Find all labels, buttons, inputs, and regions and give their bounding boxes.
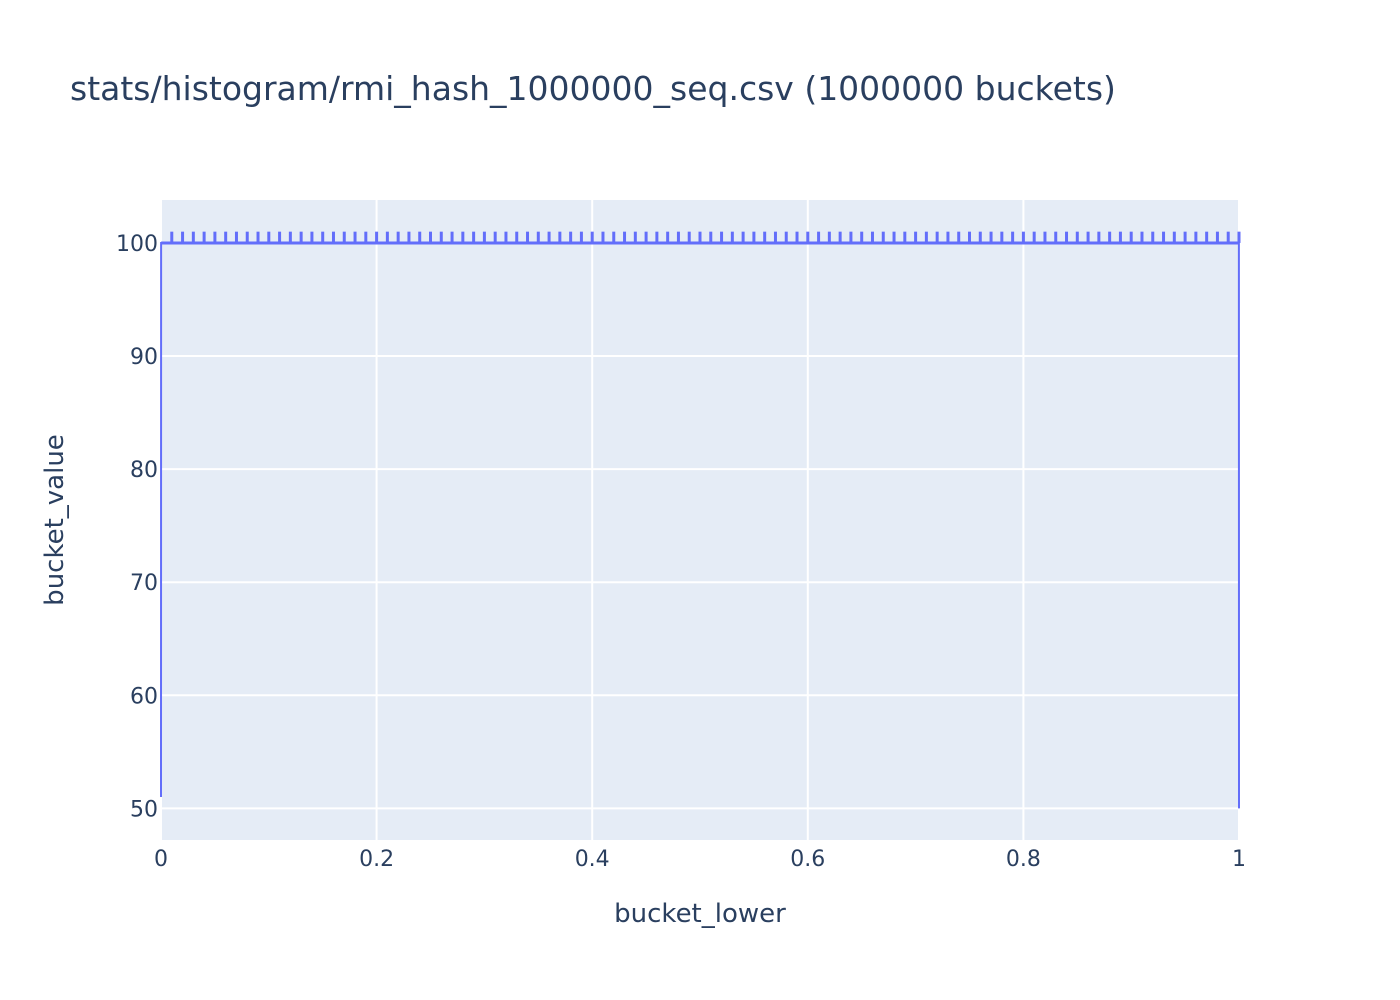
y-tick-label: 70	[130, 571, 158, 596]
plot-background	[161, 200, 1239, 840]
y-axis-ticks: 50 60 70 80 90 100	[116, 232, 158, 822]
y-tick-label: 90	[130, 345, 158, 370]
x-tick-label: 0.6	[790, 847, 825, 872]
chart-title: stats/histogram/rmi_hash_1000000_seq.csv…	[70, 69, 1116, 108]
y-tick-label: 80	[130, 458, 158, 483]
y-tick-label: 50	[130, 797, 158, 822]
y-tick-label: 100	[116, 232, 158, 257]
x-tick-label: 1	[1232, 847, 1246, 872]
x-axis-title: bucket_lower	[614, 899, 786, 929]
x-tick-label: 0.2	[359, 847, 394, 872]
x-axis-ticks: 0 0.2 0.4 0.6 0.8 1	[154, 847, 1246, 872]
series-layer	[160, 231, 1241, 809]
x-tick-label: 0.4	[575, 847, 610, 872]
x-tick-label: 0.8	[1006, 847, 1041, 872]
x-tick-label: 0	[154, 847, 168, 872]
y-axis-title: bucket_value	[40, 434, 70, 606]
y-tick-label: 60	[130, 684, 158, 709]
